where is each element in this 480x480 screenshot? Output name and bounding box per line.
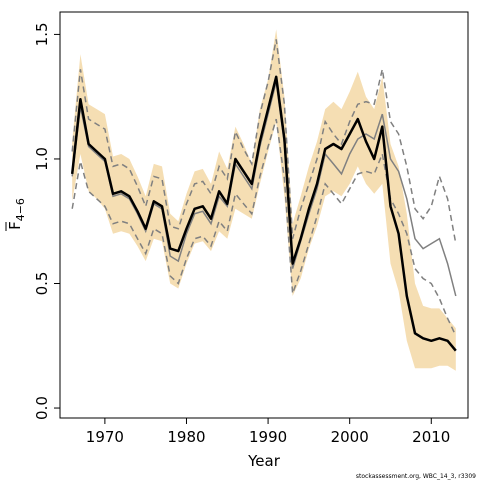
credit-text: stockassessment.org, WBC_14_3, r3309 [356, 473, 476, 480]
plot-area [70, 29, 457, 371]
y-axis-title-subscript: 4−6 [14, 198, 27, 221]
y-tick-label: 1.0 [33, 147, 51, 171]
confidence-band [72, 29, 456, 371]
x-tick-label: 1980 [167, 428, 205, 446]
x-tick-label: 2000 [331, 428, 369, 446]
other-upper-dashed-line [71, 39, 457, 244]
x-tick-label: 2010 [412, 428, 450, 446]
x-axis-title: Year [247, 452, 281, 470]
y-tick-label: 0.0 [33, 396, 51, 420]
x-tick-label: 1970 [86, 428, 124, 446]
x-axis: 1970 1980 1990 2000 2010 [86, 418, 450, 446]
x-tick-label: 1990 [249, 428, 287, 446]
svg-text:F4−6: F4−6 [6, 198, 27, 230]
y-tick-label: 0.5 [33, 272, 51, 296]
y-axis: 0.0 0.5 1.0 1.5 [33, 22, 60, 420]
y-axis-title: F4−6 [6, 198, 27, 230]
estimate-line [70, 75, 457, 352]
y-axis-title-main: F [6, 221, 24, 230]
other-lower-dashed-line [71, 118, 457, 337]
plot-frame [59, 11, 469, 419]
y-tick-label: 1.5 [33, 22, 51, 46]
